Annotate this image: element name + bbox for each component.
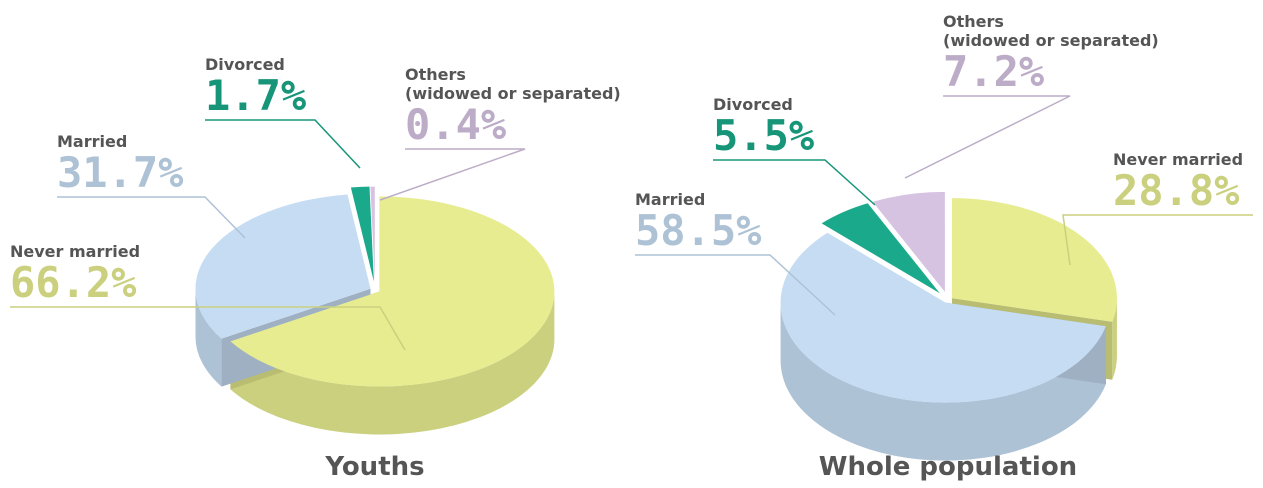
pie-slice xyxy=(350,186,374,282)
leader-line xyxy=(205,119,361,169)
category-label: Others (widowed or separated) xyxy=(405,65,621,103)
value-label: 0.4% xyxy=(405,100,507,149)
leader-line xyxy=(379,148,526,201)
leader-line xyxy=(10,306,406,351)
slice-label: Divorced 1.7% xyxy=(205,55,306,118)
pie-slice-side xyxy=(780,302,1106,461)
pie-slice xyxy=(370,186,375,282)
pie-slice xyxy=(780,232,1106,403)
chart-title: Youths xyxy=(325,452,425,482)
value-label: 28.8% xyxy=(1113,166,1240,215)
category-label: Never married xyxy=(10,242,141,261)
slice-label: Others (widowed or separated) 7.2% xyxy=(943,12,1159,94)
pie-slice-side xyxy=(1112,298,1117,380)
category-label: Divorced xyxy=(713,95,793,114)
pie-slice xyxy=(230,196,555,387)
value-label: 31.7% xyxy=(57,148,184,197)
pie-slice xyxy=(951,198,1117,322)
leader-line xyxy=(1062,214,1253,266)
slice-label: Divorced 5.5% xyxy=(713,95,814,158)
category-label: Married xyxy=(57,132,128,151)
value-label: 7.2% xyxy=(943,47,1045,96)
slice-label: Married 58.5% xyxy=(635,190,761,253)
leader-line xyxy=(635,254,836,316)
value-label: 5.5% xyxy=(713,111,815,160)
pie xyxy=(195,186,555,435)
value-label: 66.2% xyxy=(10,258,137,307)
value-label: 1.7% xyxy=(205,71,307,120)
leader-line xyxy=(57,196,246,239)
slice-label: Never married 28.8% xyxy=(1113,150,1243,213)
value-label: 58.5% xyxy=(635,206,762,255)
category-label: Never married xyxy=(1113,150,1244,169)
chart-title: Whole population xyxy=(818,452,1078,482)
slice-label: Others (widowed or separated) 0.4% xyxy=(405,65,621,147)
slice-label: Never married 66.2% xyxy=(10,242,140,305)
pie-slice xyxy=(195,194,371,339)
category-label: Divorced xyxy=(205,55,285,74)
leader-line xyxy=(713,159,876,206)
leader-line xyxy=(904,95,1071,179)
pie-slice-side xyxy=(230,291,555,435)
pie-tops xyxy=(195,186,555,387)
pie-slice xyxy=(872,191,945,292)
pie-slice-side xyxy=(195,288,222,387)
pie xyxy=(780,191,1117,461)
category-label: Married xyxy=(635,190,706,209)
pie-tops xyxy=(780,191,1117,403)
pie-slice xyxy=(821,203,940,294)
category-label: Others (widowed or separated) xyxy=(943,12,1159,50)
slice-label: Married 31.7% xyxy=(57,132,183,195)
